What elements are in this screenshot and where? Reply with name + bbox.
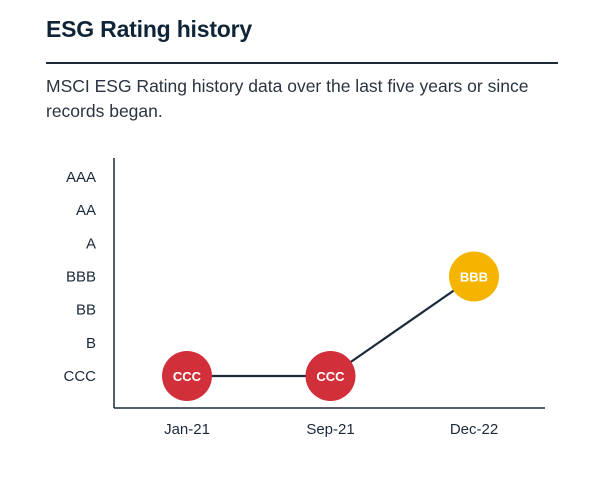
y-tick-label: CCC [64,368,97,385]
data-point[interactable]: BBB [449,251,499,302]
data-point-label: CCC [173,369,202,384]
data-point[interactable]: CCC [162,351,212,401]
y-tick-label: AA [76,202,96,219]
x-tick-label: Jan-21 [164,421,210,438]
y-tick-label: BBB [66,269,96,286]
x-tick-label: Dec-22 [450,421,498,438]
data-point-marker [449,251,499,302]
y-tick-label: A [86,235,96,252]
y-tick-label: AAA [66,169,96,186]
data-point-marker [305,351,356,401]
y-tick-label: B [86,335,96,352]
data-point-marker [162,351,212,401]
data-point-label: BBB [460,270,488,285]
x-tick-label: Sep-21 [306,421,354,438]
data-points: CCC CCC BBB [162,251,499,401]
data-point-label: CCC [316,369,345,384]
data-point[interactable]: CCC [305,351,356,401]
y-tick-label: BB [76,302,96,319]
title-divider [46,62,558,64]
x-axis-ticks: Jan-21 Sep-21 Dec-22 [164,421,498,438]
page-title: ESG Rating history [46,16,252,42]
series-line-segment [329,275,475,377]
page-subtitle: MSCI ESG Rating history data over the la… [46,76,529,121]
